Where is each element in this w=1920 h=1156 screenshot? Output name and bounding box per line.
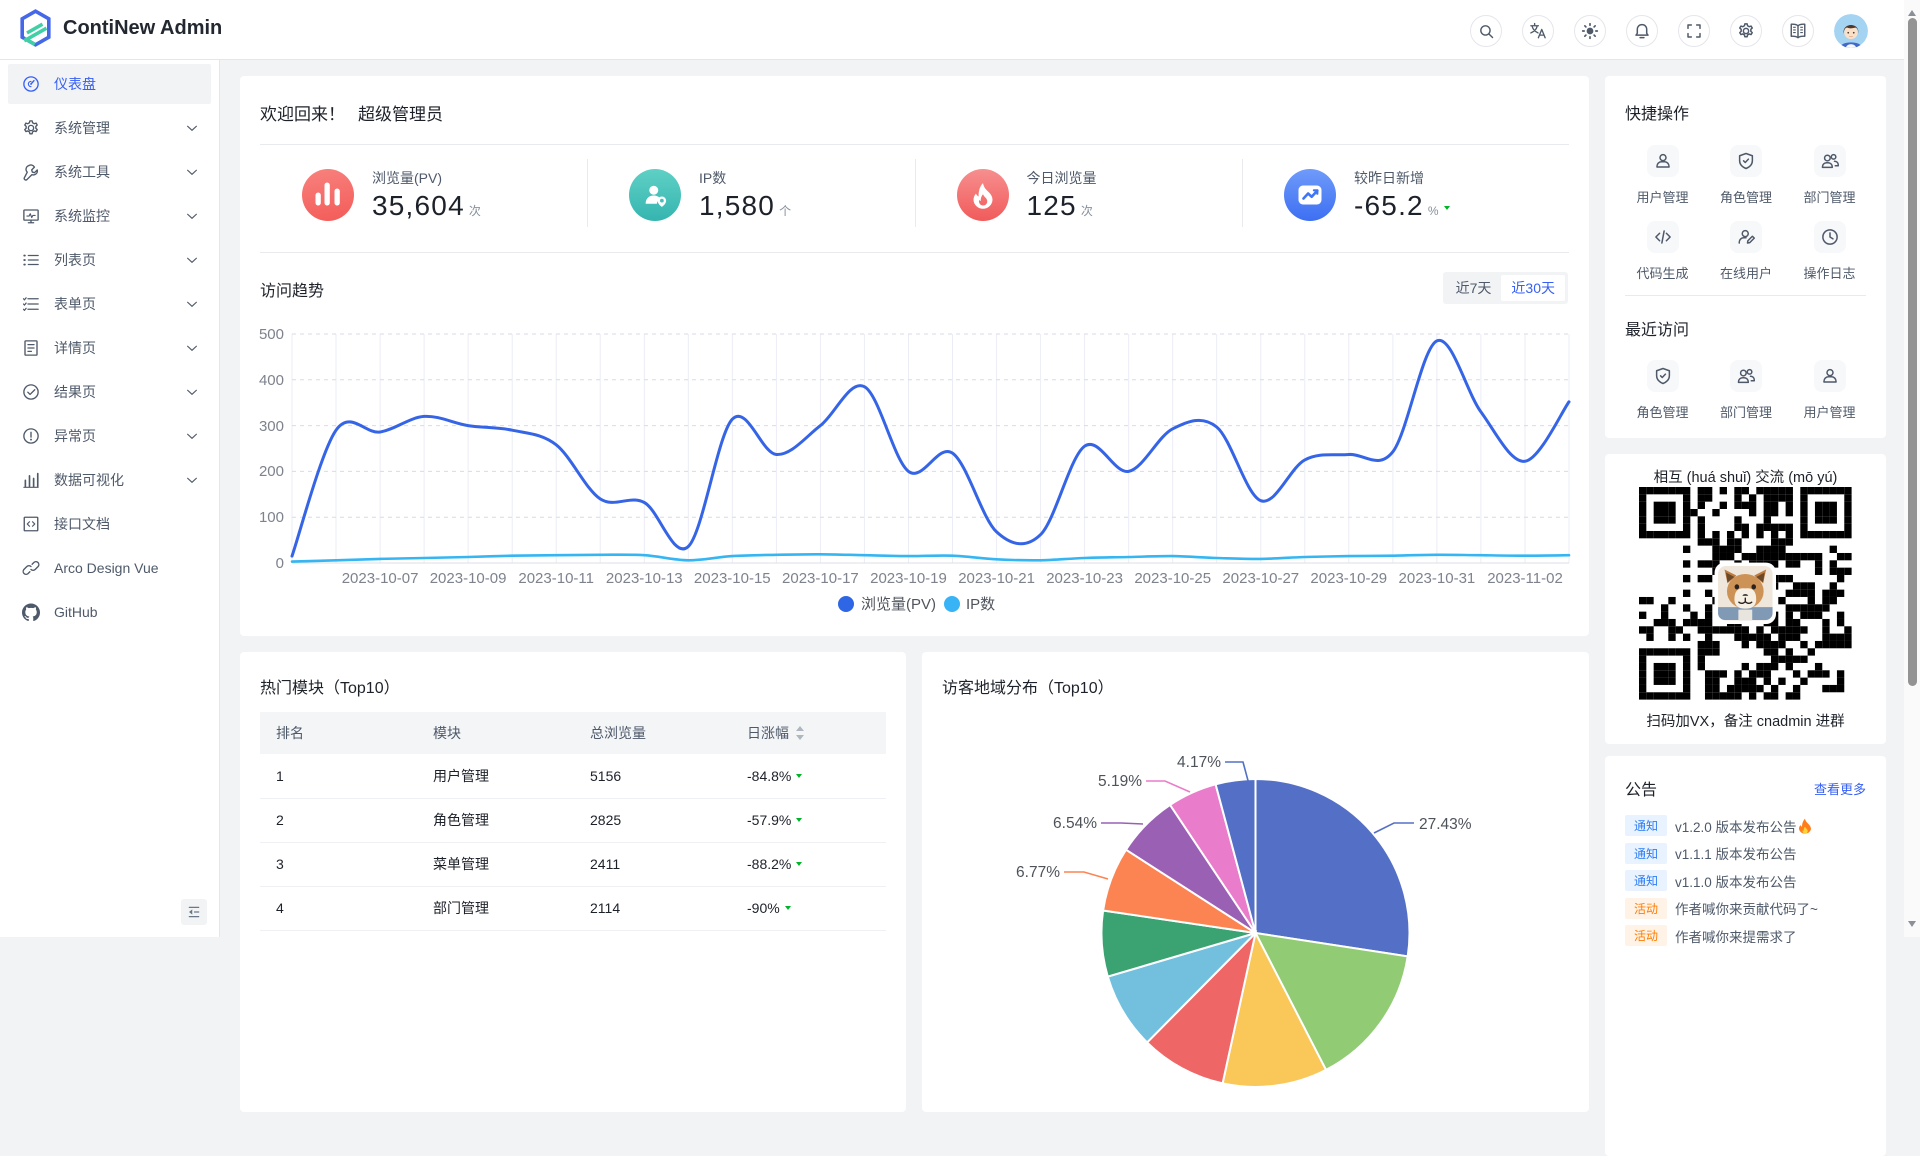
svg-text:0: 0 <box>276 555 284 572</box>
svg-text:5.19%: 5.19% <box>1098 773 1142 790</box>
svg-text:2023-10-29: 2023-10-29 <box>1310 570 1387 587</box>
svg-text:300: 300 <box>259 418 284 435</box>
svg-text:6.54%: 6.54% <box>1053 815 1097 832</box>
svg-text:2023-10-15: 2023-10-15 <box>694 570 771 587</box>
svg-text:2023-10-27: 2023-10-27 <box>1222 570 1299 587</box>
svg-text:27.43%: 27.43% <box>1419 816 1472 833</box>
svg-text:2023-11-02: 2023-11-02 <box>1487 570 1563 587</box>
svg-text:2023-10-31: 2023-10-31 <box>1399 570 1476 587</box>
svg-text:6.77%: 6.77% <box>1016 864 1060 881</box>
svg-text:400: 400 <box>259 372 284 389</box>
svg-text:2023-10-11: 2023-10-11 <box>518 570 594 587</box>
svg-text:IP数: IP数 <box>966 596 995 613</box>
svg-text:100: 100 <box>259 509 284 526</box>
svg-text:4.17%: 4.17% <box>1177 754 1221 771</box>
svg-text:2023-10-19: 2023-10-19 <box>870 570 947 587</box>
svg-text:2023-10-21: 2023-10-21 <box>958 570 1035 587</box>
svg-text:2023-10-17: 2023-10-17 <box>782 570 859 587</box>
svg-text:浏览量(PV): 浏览量(PV) <box>861 596 936 613</box>
svg-text:2023-10-07: 2023-10-07 <box>342 570 419 587</box>
svg-text:2023-10-13: 2023-10-13 <box>606 570 683 587</box>
svg-text:500: 500 <box>259 326 284 343</box>
svg-text:200: 200 <box>259 463 284 480</box>
svg-text:2023-10-09: 2023-10-09 <box>430 570 507 587</box>
svg-text:2023-10-23: 2023-10-23 <box>1046 570 1123 587</box>
svg-text:2023-10-25: 2023-10-25 <box>1134 570 1211 587</box>
